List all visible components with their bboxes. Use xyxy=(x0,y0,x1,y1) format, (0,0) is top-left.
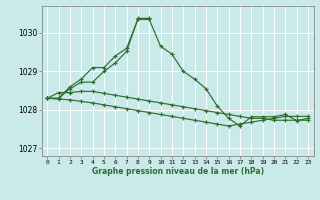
X-axis label: Graphe pression niveau de la mer (hPa): Graphe pression niveau de la mer (hPa) xyxy=(92,167,264,176)
